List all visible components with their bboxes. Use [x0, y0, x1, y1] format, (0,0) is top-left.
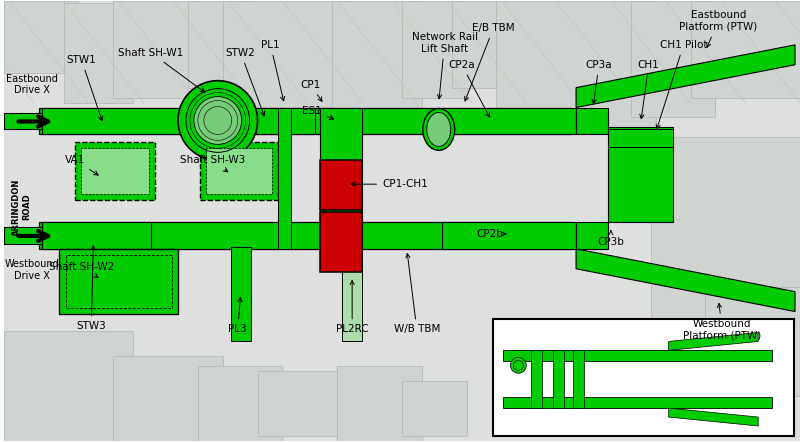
- Bar: [332, 1, 422, 107]
- Polygon shape: [669, 332, 758, 351]
- Text: Eastbound
Drive X: Eastbound Drive X: [6, 74, 58, 95]
- Bar: [222, 1, 352, 118]
- Text: Eastbound
Platform (PTW): Eastbound Platform (PTW): [679, 10, 758, 47]
- Text: Shaft SH-W3: Shaft SH-W3: [180, 155, 246, 172]
- Bar: [442, 222, 576, 249]
- Text: E/B TBM: E/B TBM: [465, 23, 514, 101]
- Text: PL3: PL3: [228, 297, 247, 335]
- Bar: [42, 107, 181, 134]
- Text: W/B TBM: W/B TBM: [394, 254, 440, 335]
- Text: CP2a: CP2a: [448, 60, 490, 117]
- Bar: [442, 107, 576, 134]
- Text: ARRINGDON
ROAD: ARRINGDON ROAD: [12, 179, 31, 236]
- Bar: [114, 356, 222, 441]
- Circle shape: [510, 357, 526, 373]
- Bar: [690, 1, 800, 98]
- Bar: [650, 137, 800, 347]
- Bar: [320, 107, 362, 249]
- Bar: [63, 3, 133, 103]
- Bar: [576, 107, 608, 134]
- Polygon shape: [669, 408, 758, 426]
- Bar: [631, 1, 715, 118]
- Bar: [494, 319, 794, 436]
- Bar: [402, 1, 466, 98]
- Bar: [66, 255, 172, 308]
- Polygon shape: [576, 45, 795, 107]
- Bar: [4, 332, 133, 441]
- Text: CP1-CH1: CP1-CH1: [351, 179, 428, 189]
- Ellipse shape: [423, 109, 454, 150]
- Text: CH1 Pilot: CH1 Pilot: [656, 40, 707, 129]
- Bar: [42, 222, 151, 249]
- Ellipse shape: [426, 113, 450, 146]
- Bar: [38, 222, 571, 249]
- Bar: [188, 1, 253, 88]
- Bar: [342, 247, 362, 341]
- Bar: [114, 1, 203, 98]
- Text: Westbound
Drive X: Westbound Drive X: [4, 259, 59, 281]
- Text: PL1: PL1: [262, 40, 285, 101]
- Bar: [338, 366, 422, 441]
- Bar: [503, 397, 772, 408]
- Text: Westbound
Platform (PTW): Westbound Platform (PTW): [683, 304, 762, 340]
- Bar: [608, 130, 673, 147]
- Bar: [706, 287, 800, 396]
- Bar: [4, 1, 78, 73]
- Bar: [230, 247, 250, 341]
- Bar: [198, 366, 282, 441]
- Bar: [206, 149, 271, 194]
- Bar: [200, 142, 278, 200]
- Text: CP1: CP1: [300, 80, 322, 101]
- Text: VA1: VA1: [66, 155, 98, 175]
- Bar: [256, 107, 315, 134]
- Polygon shape: [58, 249, 178, 313]
- Text: CP3a: CP3a: [586, 60, 612, 104]
- Circle shape: [194, 97, 242, 145]
- Text: CP3b: CP3b: [598, 231, 624, 247]
- Bar: [497, 1, 656, 127]
- Bar: [258, 371, 367, 436]
- Text: ES1: ES1: [302, 106, 334, 119]
- Bar: [4, 227, 83, 244]
- Bar: [531, 351, 542, 408]
- Bar: [452, 1, 506, 88]
- Text: CP2b: CP2b: [476, 229, 506, 239]
- Bar: [503, 351, 772, 361]
- Text: Network Rail
Lift Shaft: Network Rail Lift Shaft: [412, 32, 478, 99]
- Bar: [608, 127, 673, 222]
- Bar: [576, 222, 608, 249]
- Circle shape: [178, 81, 258, 160]
- Bar: [553, 351, 564, 408]
- Bar: [402, 381, 466, 436]
- Bar: [75, 142, 155, 200]
- Text: Shaft SH-W2: Shaft SH-W2: [49, 262, 114, 278]
- Bar: [278, 107, 291, 249]
- Text: PL2RC: PL2RC: [336, 281, 369, 335]
- Text: STW1: STW1: [66, 55, 102, 121]
- Bar: [82, 149, 149, 194]
- Text: STW2: STW2: [226, 48, 265, 116]
- Bar: [320, 212, 362, 272]
- Text: Shaft SH-W1: Shaft SH-W1: [118, 48, 205, 92]
- Bar: [38, 107, 571, 134]
- Polygon shape: [576, 249, 795, 312]
- Text: STW3: STW3: [77, 246, 106, 332]
- Bar: [573, 351, 584, 408]
- Bar: [4, 113, 83, 130]
- Text: CH1: CH1: [638, 60, 659, 118]
- Bar: [320, 160, 362, 210]
